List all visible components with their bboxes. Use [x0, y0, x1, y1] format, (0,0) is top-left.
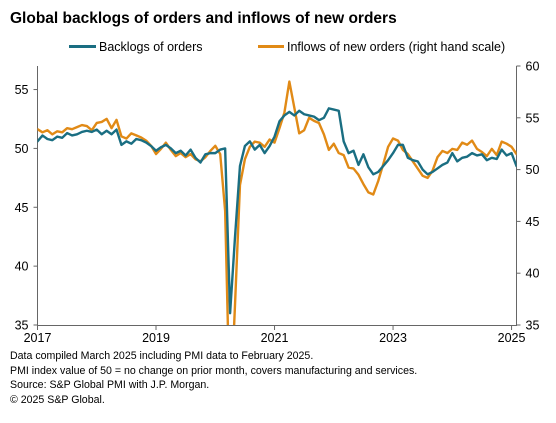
x-tick-label: 2023	[379, 331, 407, 345]
legend-label-backlogs: Backlogs of orders	[99, 40, 203, 54]
left-tick-label: 55	[15, 83, 29, 97]
left-tick-label: 50	[15, 142, 29, 156]
chart-title: Global backlogs of orders and inflows of…	[10, 10, 397, 27]
x-tick-label: 2019	[142, 331, 170, 345]
series-line-inflows	[37, 80, 517, 325]
footnotes: Data compiled March 2025 including PMI d…	[10, 349, 417, 407]
left-tick-label: 45	[15, 201, 29, 215]
footnote-data-compiled: Data compiled March 2025 including PMI d…	[10, 350, 314, 362]
legend: Backlogs of orders Inflows of new orders…	[69, 40, 505, 54]
right-tick-label: 45	[526, 215, 540, 229]
footnote-copyright: © 2025 S&P Global.	[10, 393, 105, 406]
x-tick-label: 2021	[261, 331, 289, 345]
left-tick-label: 40	[15, 260, 29, 274]
series-layer	[37, 80, 517, 325]
footnote-pmi-definition: PMI index value of 50 = no change on pri…	[10, 364, 418, 377]
x-axis-ticks: 2017 2019 2021 2023 2025	[24, 325, 526, 345]
x-tick-label: 2025	[498, 331, 526, 345]
right-tick-label: 60	[526, 60, 540, 74]
x-tick-label: 2017	[24, 331, 52, 345]
right-tick-label: 55	[526, 111, 540, 125]
legend-label-inflows: Inflows of new orders (right hand scale)	[287, 40, 505, 54]
series-line-backlogs	[37, 107, 517, 315]
left-tick-label: 35	[15, 319, 29, 333]
axes	[37, 66, 517, 326]
right-tick-label: 50	[526, 163, 540, 177]
right-tick-label: 40	[526, 267, 540, 281]
left-axis-ticks: 35 40 45 50 55	[15, 83, 38, 333]
right-tick-label: 35	[526, 319, 540, 333]
footnote-source: Source: S&P Global PMI with J.P. Morgan.	[10, 379, 210, 391]
right-axis-ticks: 35 40 45 50 55 60	[516, 60, 540, 333]
